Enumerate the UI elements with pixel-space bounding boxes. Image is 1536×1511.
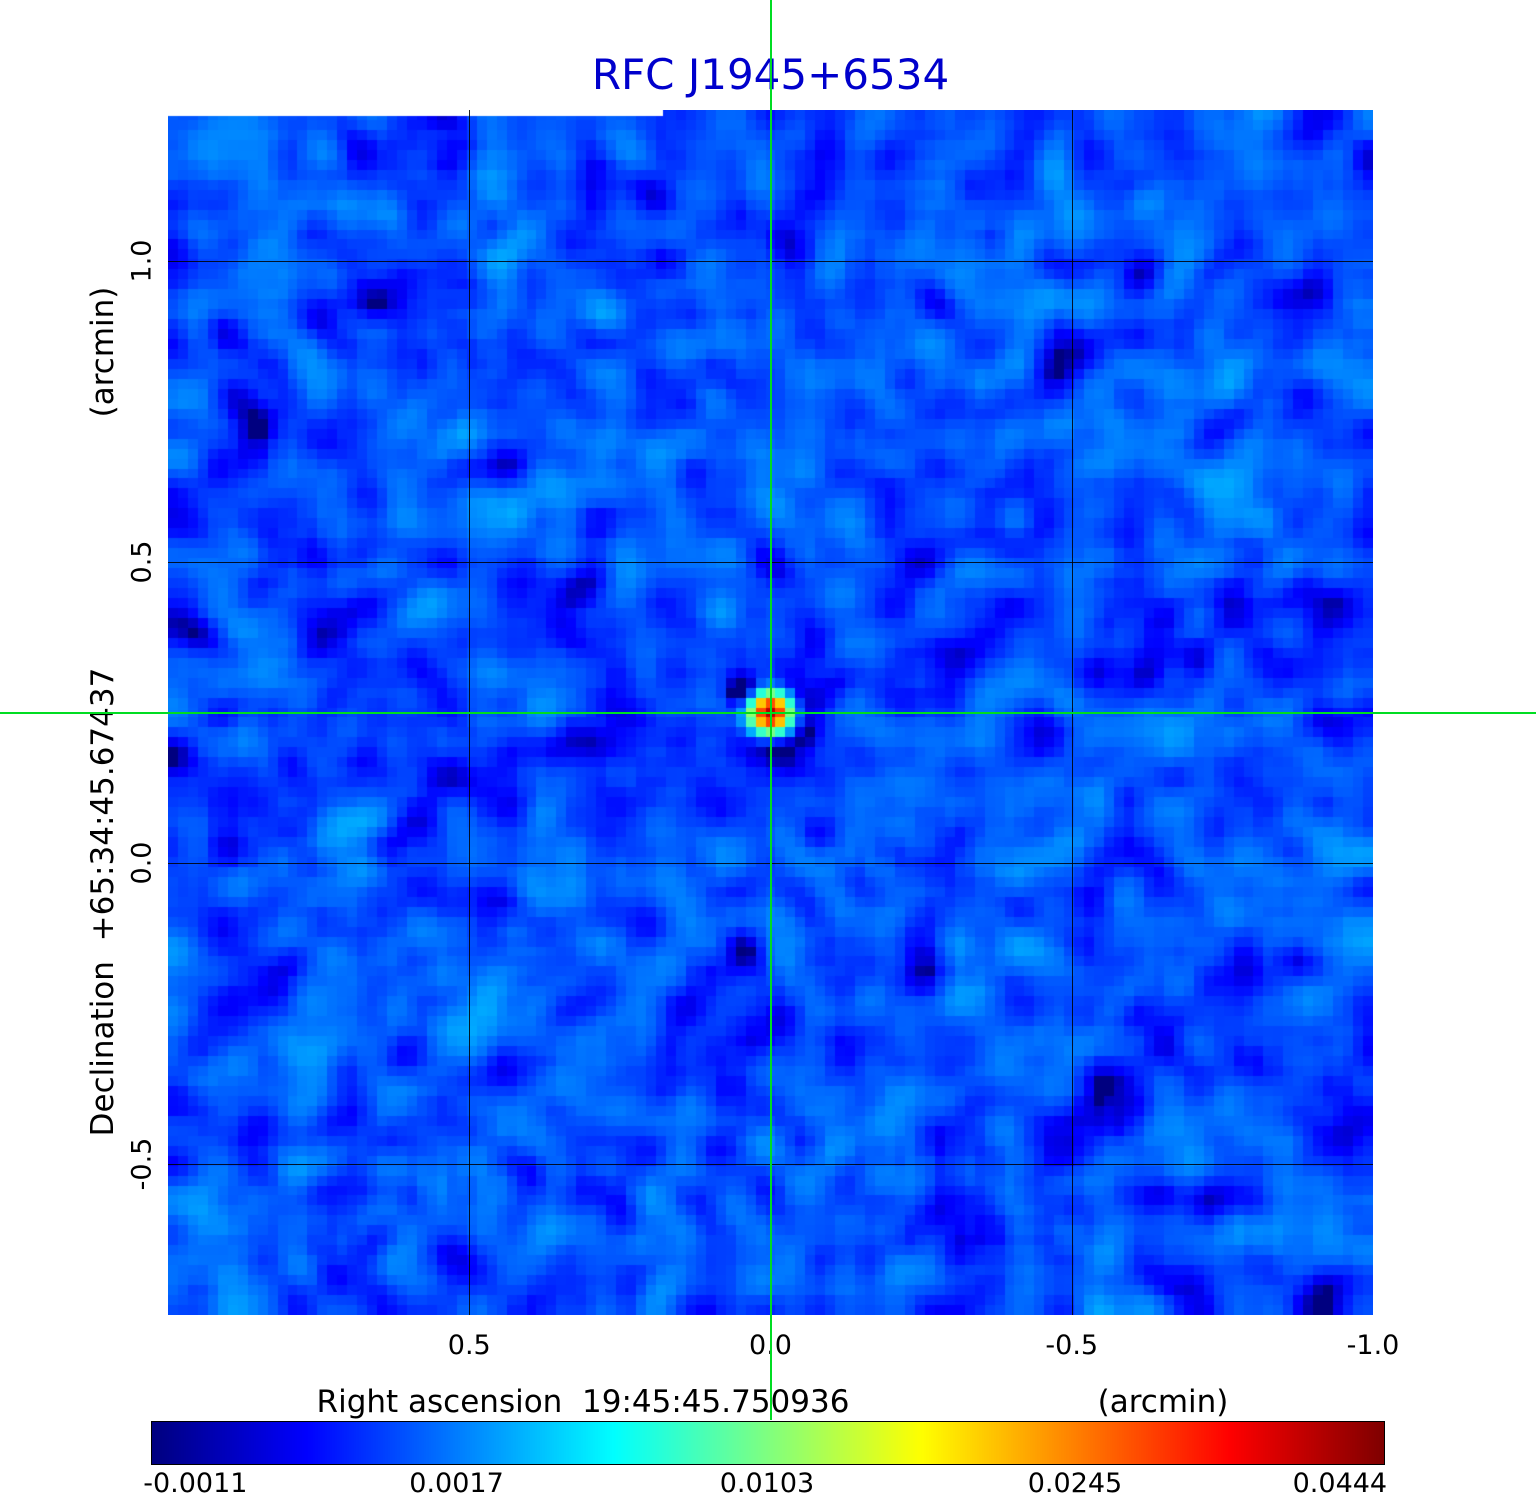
x-axis-unit-label: (arcmin)	[1097, 1384, 1229, 1420]
y-axis-unit-label: (arcmin)	[85, 286, 121, 418]
colorbar-tick-label: 0.0103	[719, 1468, 815, 1499]
y-tick-label: -0.5	[126, 1138, 158, 1191]
colorbar-tick-label: -0.0011	[143, 1468, 248, 1499]
x-tick-label: -0.5	[1045, 1330, 1099, 1361]
y-tick-label: 0.0	[126, 841, 158, 885]
colorbar-tick-label: 0.0245	[1027, 1468, 1123, 1499]
y-tick-label: 0.5	[126, 540, 158, 584]
crosshair-vertical-line	[769, 0, 772, 1420]
colorbar-tick-label: 0.0017	[409, 1468, 504, 1499]
y-axis-label: Declination +65:34:45.67437	[85, 667, 121, 1137]
x-tick-label: 0.5	[447, 1330, 491, 1361]
colorbar-gradient	[151, 1421, 1385, 1465]
y-tick-label: 1.0	[126, 239, 158, 283]
colorbar-tick-label: 0.0444	[1292, 1468, 1388, 1499]
x-axis-label: Right ascension 19:45:45.750936	[316, 1384, 850, 1420]
x-tick-label: -1.0	[1346, 1330, 1400, 1361]
crosshair-horizontal-line	[0, 711, 1536, 714]
